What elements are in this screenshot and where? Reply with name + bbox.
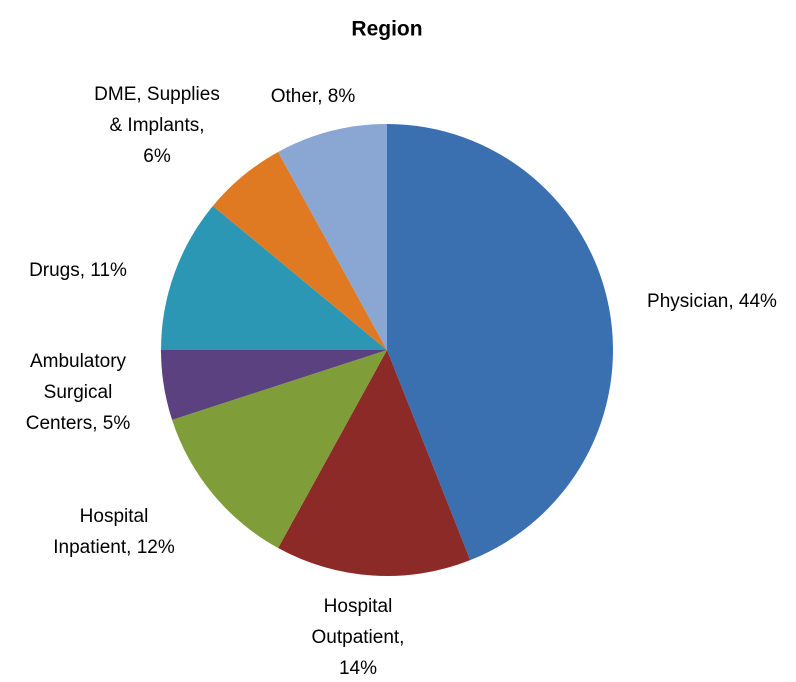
pie-slice <box>161 205 387 350</box>
data-label: Other, 8% <box>271 86 356 107</box>
data-label-line: Inpatient, 12% <box>53 537 175 558</box>
data-label-line: Hospital <box>80 506 149 527</box>
data-label-line: Other, 8% <box>271 86 356 107</box>
data-label-line: Outpatient, <box>312 627 405 648</box>
data-label: Ambulatory Surgical Centers, 5% <box>26 351 131 434</box>
chart-title: Region <box>351 18 422 41</box>
pie-slice <box>161 350 387 420</box>
data-label: DME, Supplies & Implants, 6% <box>94 84 220 167</box>
pie-slice <box>212 151 387 350</box>
pie-slice <box>278 350 471 576</box>
data-label-line: Drugs, 11% <box>29 260 127 281</box>
data-label: Physician, 44% <box>647 291 777 312</box>
data-label-line: 6% <box>143 146 171 167</box>
data-label-line: Physician, 44% <box>647 291 777 312</box>
data-label-line: Hospital <box>324 596 393 617</box>
data-label-line: 14% <box>339 658 377 679</box>
data-label-line: & Implants, <box>109 115 204 136</box>
data-label-line: Surgical <box>44 382 113 403</box>
data-label: Hospital Inpatient, 12% <box>53 506 175 558</box>
pie-slice <box>387 124 613 561</box>
pie-slice <box>278 124 387 350</box>
data-label-line: Centers, 5% <box>26 413 131 434</box>
data-label-line: Ambulatory <box>30 351 127 372</box>
data-label-line: DME, Supplies <box>94 84 220 105</box>
pie-slice <box>172 350 387 549</box>
data-label: Hospital Outpatient, 14% <box>312 596 405 679</box>
data-label: Drugs, 11% <box>29 260 127 281</box>
